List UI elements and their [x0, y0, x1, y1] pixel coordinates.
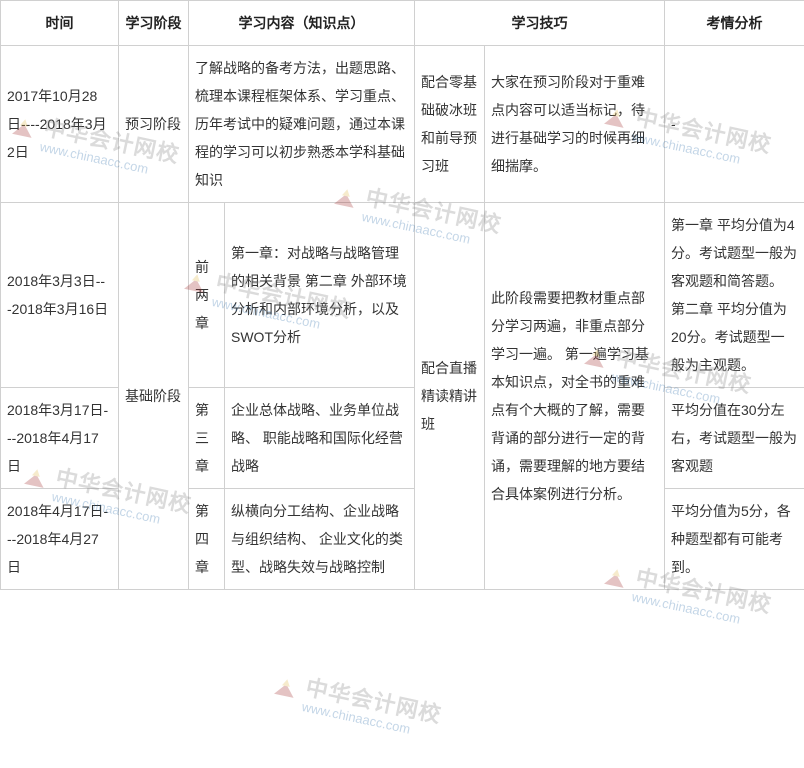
table-header-row: 时间 学习阶段 学习内容（知识点） 学习技巧 考情分析 — [1, 1, 804, 46]
watermark: 中华会计网校www.chinaacc.com — [267, 663, 445, 743]
watermark-text-en: www.chinaacc.com — [630, 589, 768, 632]
cell-exam: 平均分值在30分左右，考试题型一般为客观题 — [665, 388, 804, 489]
cell-chapter: 第三章 — [189, 388, 225, 489]
cell-content: 纵横向分工结构、企业战略与组织结构、 企业文化的类型、战略失效与战略控制 — [225, 489, 415, 590]
cell-stage: 预习阶段 — [119, 46, 189, 203]
col-header-skill: 学习技巧 — [415, 1, 665, 46]
table-row: 2017年10月28日----2018年3月2日 预习阶段 了解战略的备考方法，… — [1, 46, 804, 203]
watermark-text-cn: 中华会计网校 — [303, 670, 445, 730]
cell-resource: 配合零基础破冰班和前导预习班 — [415, 46, 485, 203]
cell-time: 2018年3月17日---2018年4月17日 — [1, 388, 119, 489]
cell-time: 2017年10月28日----2018年3月2日 — [1, 46, 119, 203]
cell-exam: 平均分值为5分，各种题型都有可能考到。 — [665, 489, 804, 590]
cell-chapter: 前两章 — [189, 203, 225, 388]
watermark-logo-icon — [269, 671, 302, 704]
cell-skill: 大家在预习阶段对于重难点内容可以适当标记，待进行基础学习的时候再细细揣摩。 — [485, 46, 665, 203]
cell-content: 企业总体战略、业务单位战略、 职能战略和国际化经营战略 — [225, 388, 415, 489]
cell-time: 2018年4月17日---2018年4月27日 — [1, 489, 119, 590]
cell-content: 了解战略的备考方法，出题思路、梳理本课程框架体系、学习重点、 历年考试中的疑难问… — [189, 46, 415, 203]
cell-content: 第一章：对战略与战略管理的相关背景 第二章 外部环境分析和内部环境分析，以及SW… — [225, 203, 415, 388]
cell-stage: 基础阶段 — [119, 203, 189, 590]
col-header-stage: 学习阶段 — [119, 1, 189, 46]
col-header-exam: 考情分析 — [665, 1, 804, 46]
cell-resource: 配合直播精读精讲班 — [415, 203, 485, 590]
cell-exam: 第一章 平均分值为4分。考试题型一般为客观题和简答题。 第二章 平均分值为20分… — [665, 203, 804, 388]
table-row: 2018年3月3日---2018年3月16日 基础阶段 前两章 第一章：对战略与… — [1, 203, 804, 388]
col-header-content: 学习内容（知识点） — [189, 1, 415, 46]
cell-skill: 此阶段需要把教材重点部分学习两遍，非重点部分学习一遍。 第一遍学习基本知识点，对… — [485, 203, 665, 590]
cell-chapter: 第四章 — [189, 489, 225, 590]
col-header-time: 时间 — [1, 1, 119, 46]
study-plan-table: 时间 学习阶段 学习内容（知识点） 学习技巧 考情分析 2017年10月28日-… — [0, 0, 804, 590]
cell-exam: - — [665, 46, 804, 203]
cell-time: 2018年3月3日---2018年3月16日 — [1, 203, 119, 388]
watermark-text-en: www.chinaacc.com — [300, 699, 438, 742]
